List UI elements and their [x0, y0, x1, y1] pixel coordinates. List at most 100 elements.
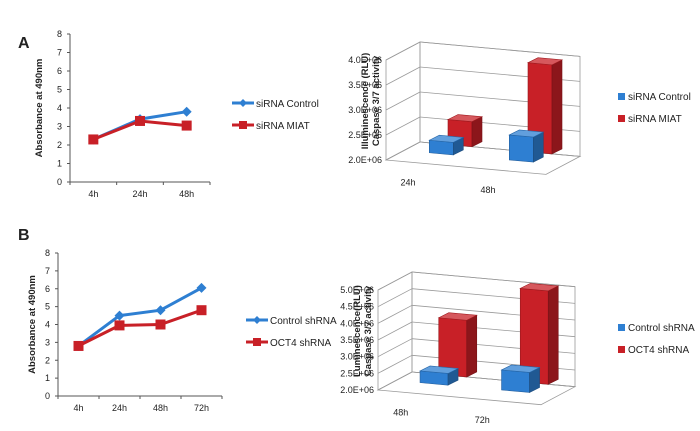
data-point-marker — [135, 115, 145, 126]
data-point-marker — [181, 106, 192, 117]
y-tick-label: 1 — [45, 373, 50, 383]
y-axis-subtitle: Caspase 3/7 activity — [371, 55, 382, 146]
side-gridline — [377, 304, 413, 324]
x-tick-label: 48h — [153, 403, 168, 413]
data-point-marker — [155, 305, 166, 316]
legend-label: Control shRNA — [270, 316, 337, 327]
bar-top-face — [428, 134, 465, 143]
y-tick-label: 7 — [57, 48, 62, 58]
bar-top-face — [508, 129, 545, 138]
legend-label: siRNA Control — [256, 99, 319, 110]
legend-swatch — [618, 115, 625, 122]
side-gridline — [385, 141, 421, 161]
caspase-activity-chart-b: 2.0E+06 2.5E+06 3.0E+06 3.5E+06 4.0E+06 4.5E+… — [340, 271, 695, 425]
y-tick-label: 2 — [57, 140, 62, 150]
legend-label: siRNA Control — [628, 92, 691, 103]
y-tick-label: 2 — [45, 355, 50, 365]
y-tick-label: 3.5E+06 — [340, 335, 374, 345]
y-tick-label: 2.5E+06 — [348, 130, 382, 140]
side-gridline — [385, 116, 421, 136]
y-tick-label: 4 — [45, 320, 50, 330]
panel-label-b: B — [18, 227, 30, 244]
bar-top-face — [519, 283, 560, 292]
side-gridline — [377, 371, 413, 391]
y-tick-label: 2.5E+06 — [340, 368, 374, 378]
x-tick-label: 48h — [480, 185, 495, 195]
y-tick-label: 8 — [57, 29, 62, 39]
y-tick-label: 0 — [57, 177, 62, 187]
legend-swatch — [618, 93, 625, 100]
data-point-marker — [88, 134, 99, 145]
data-point-marker — [196, 282, 207, 293]
y-tick-label: 3 — [45, 337, 50, 347]
y-tick-label: 6 — [57, 66, 62, 76]
y-tick-label: 3 — [57, 122, 62, 132]
side-gridline — [377, 321, 413, 341]
bar-top-face — [526, 57, 564, 66]
y-tick-label: 4.5E+06 — [340, 302, 374, 312]
legend-label: siRNA MIAT — [256, 121, 310, 132]
bar-front-face — [508, 134, 534, 163]
x-tick-label: 4h — [88, 189, 98, 199]
y-tick-label: 4.0E+06 — [348, 55, 382, 65]
legend-swatch — [618, 346, 625, 353]
legend-label: Control shRNA — [628, 323, 695, 334]
side-gridline — [377, 338, 413, 358]
bar-top-face — [437, 312, 478, 321]
bar-top-face — [500, 364, 541, 373]
series-line — [77, 286, 203, 348]
x-tick-label: 48h — [393, 408, 408, 418]
legend-marker — [239, 99, 247, 107]
bar-side-face — [466, 314, 478, 378]
side-gridline — [385, 66, 421, 86]
x-tick-label: 4h — [73, 403, 83, 413]
data-point-marker — [114, 320, 125, 331]
y-tick-label: 6 — [45, 284, 50, 294]
y-axis-title: Illuminescence (RLU) — [360, 53, 371, 150]
side-gridline — [377, 354, 413, 374]
bar-side-face — [547, 285, 559, 385]
legend-label: siRNA MIAT — [628, 114, 682, 125]
side-gridline — [377, 288, 413, 308]
bar-top-face — [418, 365, 460, 374]
y-tick-label: 3.5E+06 — [348, 80, 382, 90]
side-gridline — [377, 271, 413, 291]
legend-label: OCT4 shRNA — [270, 338, 331, 349]
y-tick-label: 3.0E+06 — [340, 352, 374, 362]
cell-viability-chart-a: 0 1 2 3 4 5 6 7 8 4h 24h 48h Absorbance at 490nm siRN… — [34, 29, 319, 199]
legend-marker — [253, 316, 261, 324]
y-tick-label: 0 — [45, 391, 50, 401]
y-tick-label: 7 — [45, 266, 50, 276]
cell-viability-chart-b: 0 1 2 3 4 5 6 7 8 4h 24h 48h 72h Absorbance at 490nm C… — [27, 248, 337, 413]
x-tick-label: 24h — [400, 178, 415, 188]
y-axis-subtitle: Caspase 3/7 activity — [363, 285, 374, 376]
data-point-marker — [196, 305, 207, 316]
panel-label-a: A — [18, 35, 30, 52]
y-tick-label: 3.0E+06 — [348, 105, 382, 115]
legend-swatch — [618, 324, 625, 331]
y-tick-label: 8 — [45, 248, 50, 258]
bar-top-face — [446, 114, 484, 122]
y-tick-label: 1 — [57, 159, 62, 169]
bar-front-face — [501, 369, 530, 393]
y-tick-label: 4 — [57, 103, 62, 113]
y-axis-title: Absorbance at 490nm — [27, 275, 38, 374]
data-point-marker — [114, 310, 125, 321]
legend-marker — [239, 121, 247, 129]
y-tick-label: 5 — [57, 85, 62, 95]
side-gridline — [385, 41, 421, 61]
y-tick-label: 4.0E+06 — [340, 318, 374, 328]
series-line — [77, 308, 202, 348]
data-point-marker — [73, 340, 84, 351]
y-tick-label: 5.0E+06 — [340, 285, 374, 295]
y-axis-title: Absorbance at 490nm — [34, 59, 45, 158]
data-point-marker — [155, 319, 166, 330]
data-point-marker — [181, 120, 192, 131]
x-tick-label: 48h — [179, 189, 194, 199]
gridline — [411, 271, 576, 288]
x-tick-label: 24h — [132, 189, 147, 199]
legend-marker — [253, 338, 261, 346]
y-tick-label: 2.0E+06 — [348, 155, 382, 165]
bar-side-face — [551, 59, 563, 155]
